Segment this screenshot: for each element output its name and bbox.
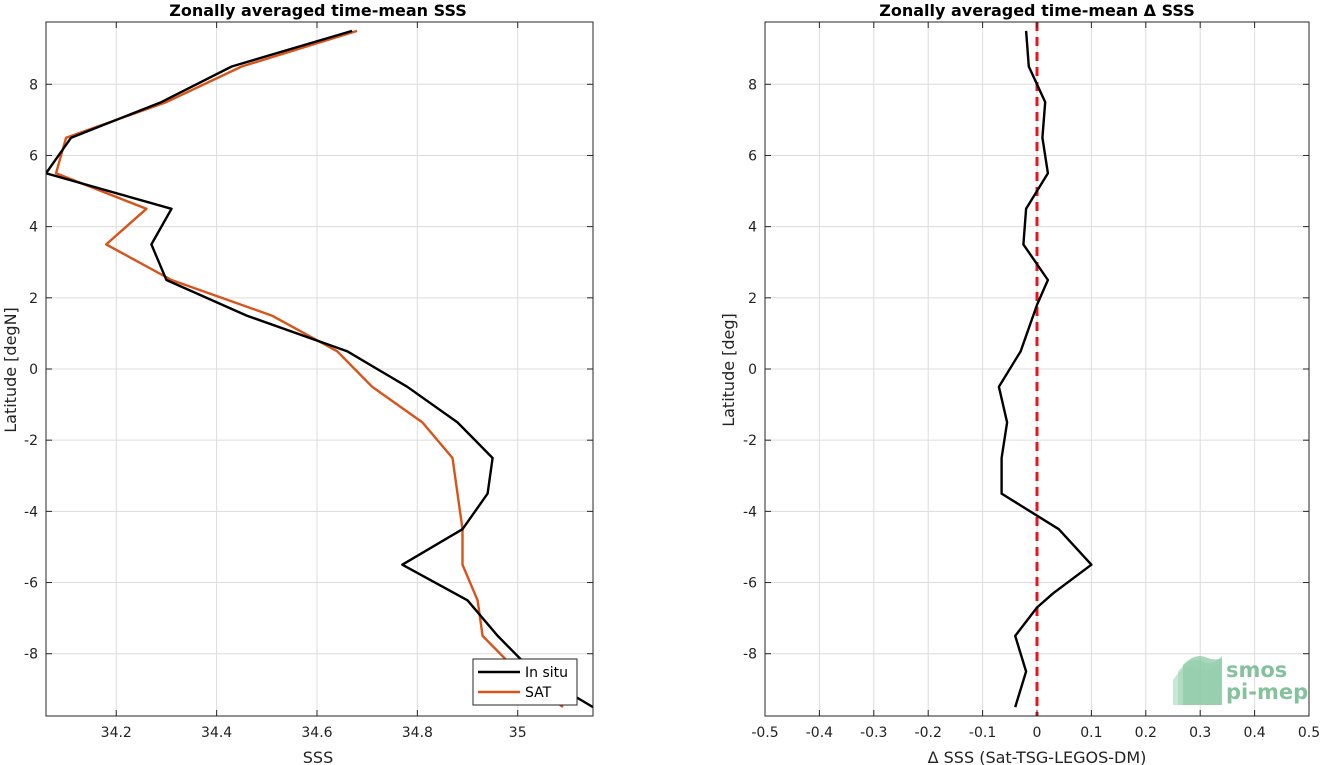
left-chart-title: Zonally averaged time-mean SSS xyxy=(169,1,467,20)
logo-waves-icon xyxy=(1173,656,1222,705)
x-tick-label: 0.2 xyxy=(1135,725,1157,741)
y-tick-label: 2 xyxy=(29,291,38,307)
y-tick-label: 6 xyxy=(748,148,757,164)
x-tick-label: 0.3 xyxy=(1189,725,1211,741)
left-grid xyxy=(46,22,593,716)
x-tick-label: 0.4 xyxy=(1243,725,1265,741)
right-chart-title: Zonally averaged time-mean Δ SSS xyxy=(879,1,1195,20)
y-tick-label: 2 xyxy=(748,291,757,307)
x-tick-label: 34.2 xyxy=(101,725,132,741)
legend-label-sat: SAT xyxy=(525,685,552,701)
y-tick-label: -2 xyxy=(743,433,757,449)
x-tick-label: 0.5 xyxy=(1298,725,1320,741)
x-tick-label: 34.4 xyxy=(201,725,232,741)
y-tick-label: -4 xyxy=(743,504,757,520)
x-tick-label: -0.2 xyxy=(915,725,942,741)
y-tick-label: 8 xyxy=(29,77,38,93)
y-tick-label: 0 xyxy=(29,362,38,378)
y-tick-label: -6 xyxy=(24,576,38,592)
y-tick-label: -8 xyxy=(743,647,757,663)
left-x-axis-label: SSS xyxy=(303,748,333,765)
right-x-axis-label: Δ SSS (Sat-TSG-LEGOS-DM) xyxy=(928,748,1147,765)
right-y-axis-label: Latitude [deg] xyxy=(719,313,738,427)
x-tick-label: -0.5 xyxy=(751,725,778,741)
y-tick-label: -8 xyxy=(24,647,38,663)
y-tick-label: 6 xyxy=(29,148,38,164)
left-series-group xyxy=(46,29,593,709)
left-y-axis-label: Latitude [degN] xyxy=(1,307,20,433)
x-tick-label: 34.8 xyxy=(402,725,433,741)
smos-pi-mep-logo: smos pi-mep xyxy=(1173,656,1308,705)
legend: In situ SAT xyxy=(472,658,578,706)
series-line-sat xyxy=(54,29,564,709)
x-tick-label: 0 xyxy=(1033,725,1042,741)
right-series-group xyxy=(997,22,1093,716)
y-tick-label: 0 xyxy=(748,362,757,378)
y-tick-label: -6 xyxy=(743,576,757,592)
series-line-delta-sss xyxy=(997,30,1093,708)
x-tick-label: 35 xyxy=(509,725,527,741)
legend-box xyxy=(472,658,578,706)
delta-sss-panel: Zonally averaged time-mean Δ SSS -0.5 -0.… xyxy=(719,1,1320,765)
sss-profile-panel: Zonally averaged time-mean SSS 34.2 34.4 3… xyxy=(1,1,594,765)
x-tick-label: -0.1 xyxy=(969,725,996,741)
logo-text-smos: smos xyxy=(1226,658,1287,682)
series-line-in-situ xyxy=(46,29,593,709)
left-tick-labels: 34.2 34.4 34.6 34.8 35 -8 -6 -4 -2 0 2 4 6 8 xyxy=(24,22,593,741)
x-tick-label: -0.3 xyxy=(860,725,887,741)
legend-label-in-situ: In situ xyxy=(525,665,568,681)
y-tick-label: 8 xyxy=(748,77,757,93)
y-tick-label: -2 xyxy=(24,433,38,449)
logo-text-pi-mep: pi-mep xyxy=(1226,680,1308,704)
right-tick-labels: -0.5 -0.4 -0.3 -0.2 -0.1 0 0.1 0.2 0.3 0.4 0.5 -8 -6… xyxy=(743,22,1320,741)
y-tick-label: -4 xyxy=(24,504,38,520)
y-tick-label: 4 xyxy=(748,220,757,236)
x-tick-label: 34.6 xyxy=(301,725,332,741)
x-tick-label: -0.4 xyxy=(806,725,833,741)
x-tick-label: 0.1 xyxy=(1080,725,1102,741)
y-tick-label: 4 xyxy=(29,220,38,236)
